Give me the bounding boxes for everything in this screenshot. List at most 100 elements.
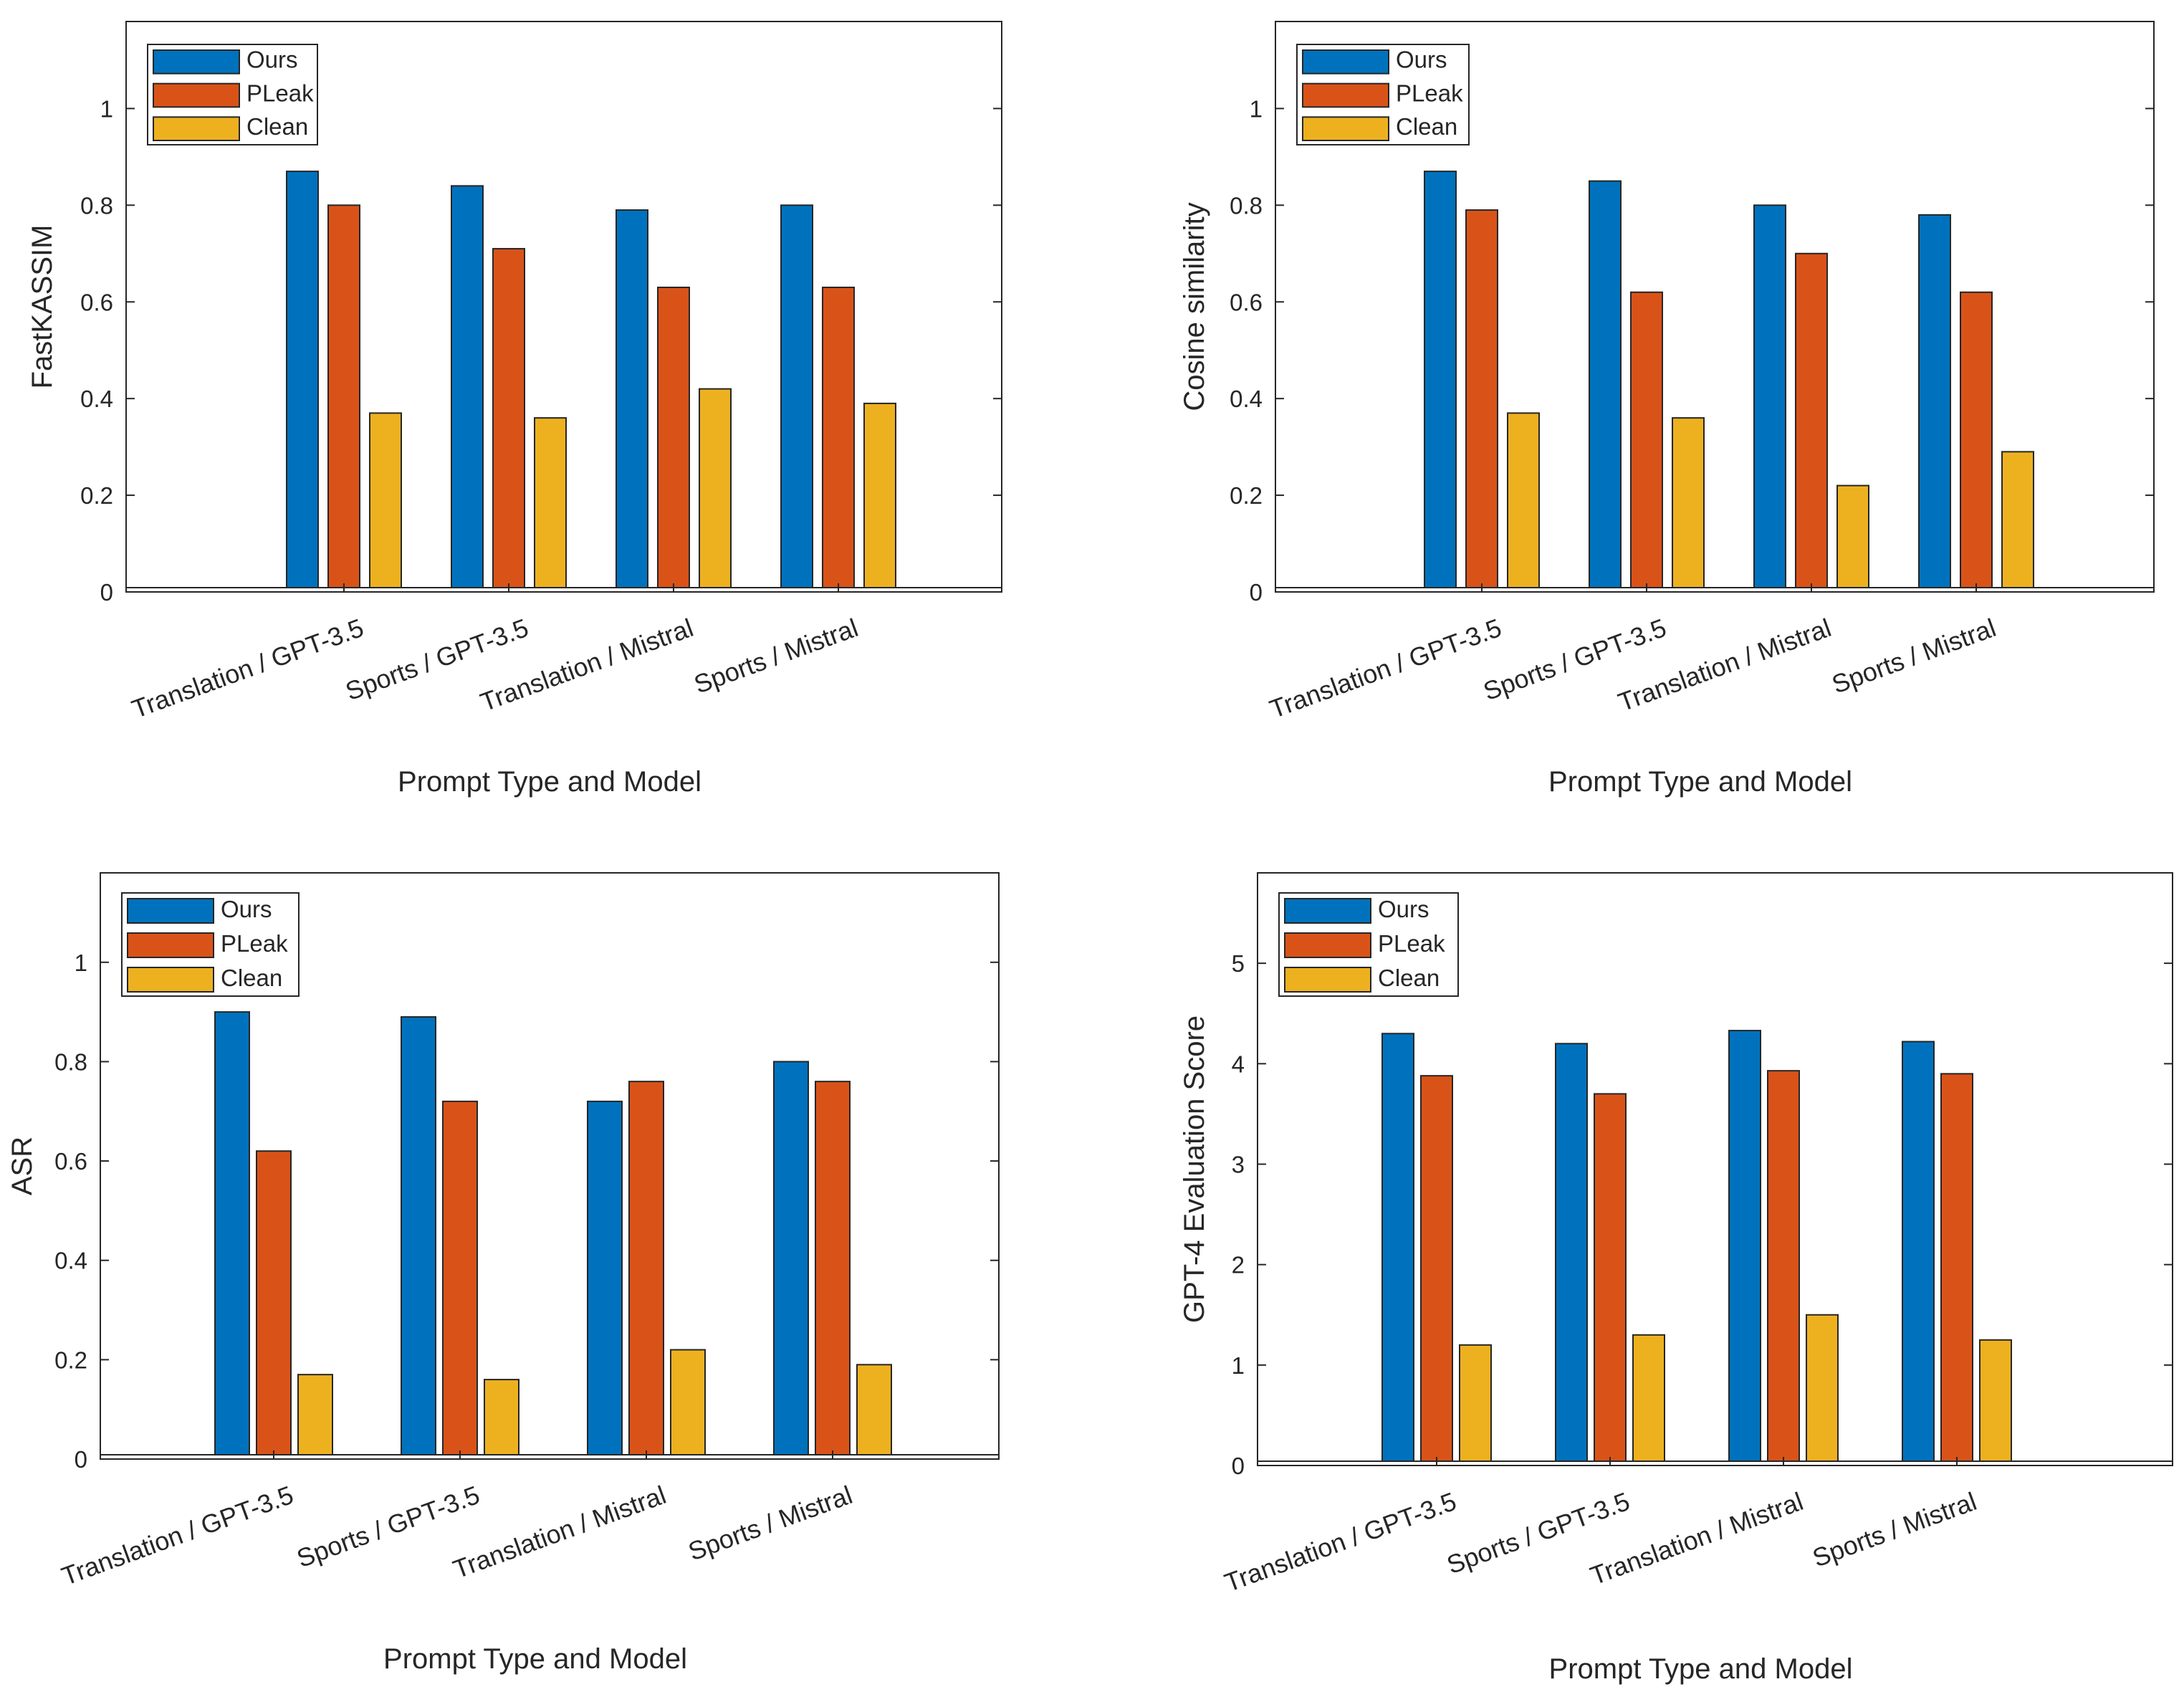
y-tick-label: 0.2 [1230, 482, 1263, 509]
bar-clean-3 [670, 1349, 706, 1456]
legend-label-ours: Ours [221, 896, 272, 922]
bar-clean-4 [863, 402, 896, 589]
bar-pleak-4 [1960, 291, 1993, 588]
bar-ours-3 [616, 209, 648, 589]
legend-label-clean: Clean [1396, 113, 1457, 140]
x-axis-title: Prompt Type and Model [383, 1643, 687, 1675]
bar-ours-4 [1918, 214, 1951, 588]
bar-clean-4 [2001, 451, 2034, 588]
category-label: Translation / Mistral [449, 1480, 670, 1584]
y-tick-label: 0.6 [80, 289, 113, 315]
y-tick-label: 3 [1232, 1151, 1245, 1177]
legend-swatch-clean [127, 967, 214, 993]
y-tick-label: 0 [75, 1446, 87, 1473]
legend-swatch-pleak [1302, 82, 1389, 108]
legend-label-ours: Ours [1378, 896, 1429, 922]
legend-swatch-clean [153, 116, 240, 141]
bar-clean-2 [484, 1379, 519, 1455]
y-tick-label: 0 [1232, 1453, 1245, 1479]
bar-ours-3 [587, 1100, 623, 1455]
bar-ours-1 [1424, 171, 1457, 588]
chart-panel-3: 0 0.2 0.4 0.6 0.8 1 Translation / GPT-3.5 Sport… [6, 872, 1000, 1675]
y-tick-label: 0.2 [54, 1347, 87, 1373]
category-label: Sports / Mistral [1809, 1486, 1981, 1573]
y-tick-label: 1 [1250, 95, 1263, 122]
bar-ours-1 [214, 1011, 250, 1455]
bar-clean-3 [1806, 1314, 1839, 1462]
bar-ours-2 [1589, 180, 1622, 588]
bar-clean-1 [1507, 412, 1540, 589]
legend-label-pleak: PLeak [246, 80, 314, 106]
bar-pleak-3 [628, 1081, 664, 1456]
y-tick-label: 0.8 [1230, 192, 1263, 219]
bar-ours-3 [1728, 1030, 1761, 1463]
y-tick-label: 1 [100, 95, 113, 122]
y-axis-title: GPT-4 Evaluation Score [1179, 1015, 1210, 1323]
bar-pleak-1 [1420, 1075, 1453, 1462]
y-axis-title: Cosine similarity [1179, 202, 1210, 411]
legend: Ours PLeak Clean [1278, 892, 1459, 997]
category-label: Translation / GPT-3.5 [1220, 1486, 1460, 1597]
bar-clean-2 [534, 417, 567, 588]
bar-clean-2 [1672, 417, 1705, 588]
category-label: Sports / Mistral [684, 1480, 856, 1567]
category-label: Translation / GPT-3.5 [57, 1480, 297, 1591]
bar-pleak-3 [1767, 1070, 1800, 1462]
bar-clean-1 [369, 412, 402, 589]
bar-clean-3 [699, 388, 732, 588]
x-axis-title: Prompt Type and Model [1549, 1653, 1853, 1685]
bar-clean-2 [1632, 1334, 1665, 1462]
category-label: Translation / GPT-3.5 [128, 613, 367, 724]
legend: Ours PLeak Clean [121, 892, 300, 997]
y-tick-label: 0.4 [1230, 386, 1263, 412]
x-axis-title: Prompt Type and Model [398, 766, 701, 798]
bar-ours-2 [1555, 1043, 1588, 1462]
legend-label-ours: Ours [1396, 47, 1447, 73]
bar-pleak-2 [1594, 1093, 1627, 1463]
bar-pleak-2 [492, 248, 525, 588]
chart-panel-1: 0 0.2 0.4 0.6 0.8 1 Translation / GPT-3.5 Sport… [27, 21, 1002, 798]
y-tick-label: 0 [100, 579, 113, 606]
bar-ours-4 [773, 1061, 809, 1455]
x-axis-title: Prompt Type and Model [1548, 766, 1852, 798]
y-tick-label: 0.4 [80, 386, 113, 412]
legend-swatch-ours [153, 49, 240, 75]
bar-clean-1 [1459, 1344, 1492, 1463]
legend-swatch-clean [1302, 116, 1389, 141]
bar-ours-2 [451, 185, 484, 588]
bar-clean-4 [856, 1364, 892, 1455]
y-tick-label: 0 [1250, 579, 1263, 606]
legend-swatch-ours [1302, 49, 1389, 75]
bar-ours-1 [286, 171, 319, 588]
legend-swatch-clean [1284, 967, 1371, 993]
legend-swatch-pleak [153, 82, 240, 108]
y-tick-label: 5 [1232, 950, 1245, 977]
bar-pleak-4 [815, 1081, 851, 1456]
legend: Ours PLeak Clean [1296, 44, 1470, 145]
bar-clean-1 [297, 1374, 333, 1456]
y-tick-label: 1 [75, 950, 87, 976]
bar-ours-4 [780, 204, 813, 588]
bar-ours-2 [401, 1016, 436, 1456]
legend-label-clean: Clean [246, 113, 308, 140]
bar-ours-4 [1902, 1041, 1935, 1462]
bar-pleak-4 [1940, 1073, 1973, 1462]
category-label: Sports / Mistral [1828, 613, 2000, 699]
bar-pleak-3 [1795, 252, 1828, 588]
bar-clean-4 [1979, 1339, 2012, 1462]
y-tick-label: 0.4 [54, 1248, 87, 1274]
legend-label-pleak: PLeak [221, 930, 288, 957]
legend-label-pleak: PLeak [1396, 80, 1463, 106]
bar-pleak-1 [256, 1150, 292, 1455]
y-tick-label: 1 [1232, 1352, 1245, 1379]
bar-pleak-3 [657, 287, 690, 588]
y-axis-title: FastKASSIM [27, 225, 58, 389]
bar-clean-3 [1836, 484, 1869, 588]
bar-ours-3 [1753, 204, 1786, 588]
bar-pleak-1 [327, 204, 360, 588]
chart-panel-2: 0 0.2 0.4 0.6 0.8 1 Translation / GPT-3.5 Sport… [1179, 21, 2155, 798]
bar-pleak-2 [1630, 291, 1663, 588]
category-label: Translation / GPT-3.5 [1265, 613, 1505, 724]
